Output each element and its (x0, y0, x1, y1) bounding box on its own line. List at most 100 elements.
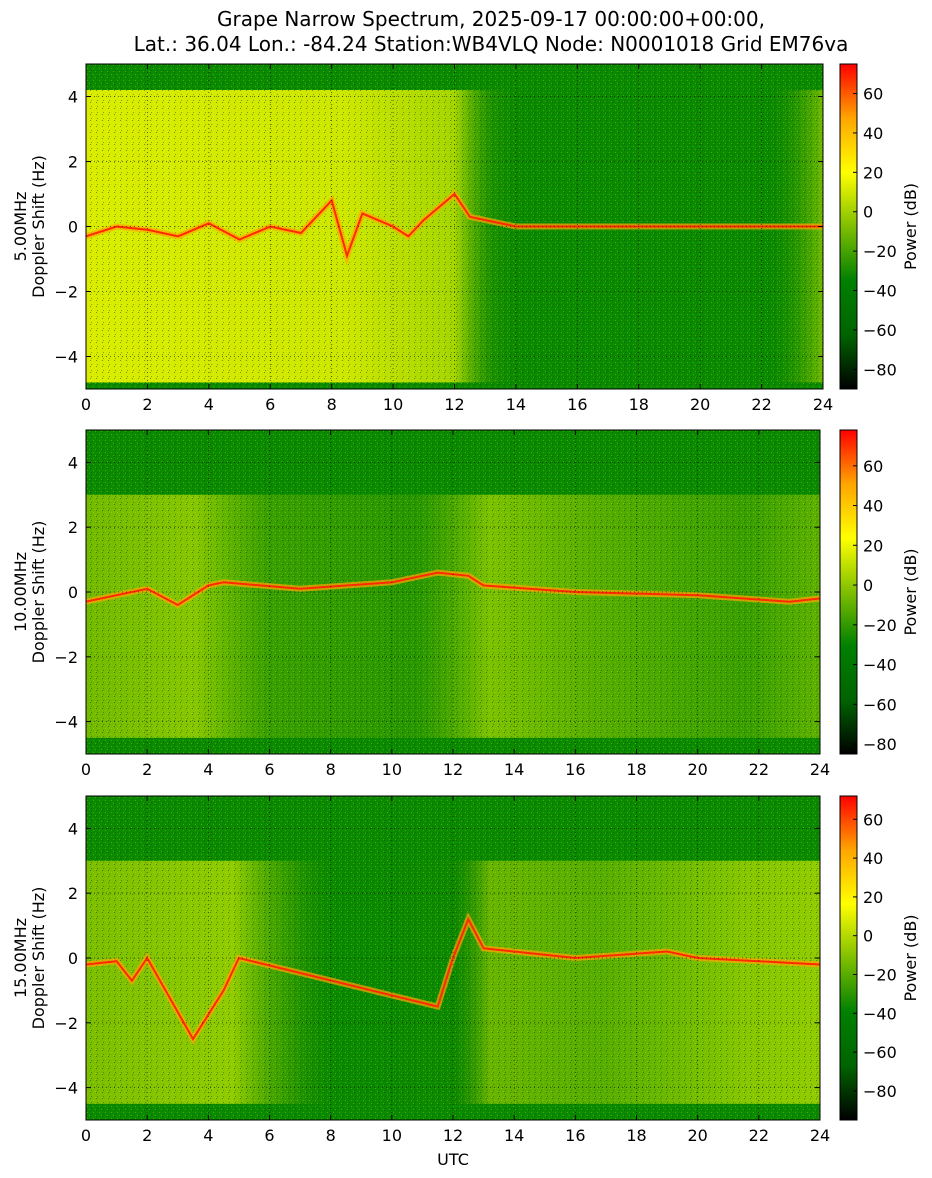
colorbar-gradient (839, 429, 858, 755)
y-tick-label: 0 (68, 218, 78, 237)
x-tick-label: 4 (203, 1126, 213, 1145)
y-axis-label-line: 15.00MHz (11, 918, 30, 998)
x-tick-label: 16 (565, 1126, 585, 1145)
colorbar-tick-label: −80 (863, 360, 897, 379)
x-tick-label: 22 (749, 760, 769, 779)
y-tick-label: 4 (68, 88, 78, 107)
colorbar-tick-label: −40 (863, 656, 897, 675)
x-tick-label: 8 (326, 760, 336, 779)
x-tick-label: 10 (383, 395, 403, 414)
x-tick-label: 24 (810, 760, 830, 779)
colorbar-tick-label: 40 (863, 124, 883, 143)
colorbar-tick-label: 0 (863, 576, 873, 595)
colorbar-label: Power (dB) (901, 914, 920, 1001)
x-tick-label: 18 (629, 395, 649, 414)
y-tick-label: 4 (68, 453, 78, 472)
x-tick-label: 20 (690, 395, 710, 414)
colorbar-tick-label: −60 (863, 321, 897, 340)
y-axis-label-line: Doppler Shift (Hz) (29, 887, 48, 1030)
x-tick-label: 6 (264, 760, 274, 779)
panel-2: 0 2 4 6 8 10 12 14 16 18 20 22 24−4−202410.00MHzDopp… (11, 429, 920, 779)
x-tick-label: 8 (327, 395, 337, 414)
x-tick-label: 2 (142, 395, 152, 414)
x-axis-label: UTC (437, 1150, 469, 1169)
figure-title-line-2: Lat.: 36.04 Lon.: -84.24 Station:WB4VLQ … (134, 32, 849, 56)
y-axis-label-line: 10.00MHz (11, 552, 30, 632)
heatmap-2 (86, 430, 820, 754)
colorbar-tick-label: 40 (863, 849, 883, 868)
panel-1: 0 2 4 6 8 10 12 14 16 18 20 22 24−4−20245.00MHzDoppl… (11, 63, 920, 414)
y-axis-label: 5.00MHzDoppler Shift (Hz) (11, 155, 48, 298)
colorbar-tick-label: 0 (863, 203, 873, 222)
x-tick-label: 10 (382, 760, 402, 779)
y-axis-label: 15.00MHzDoppler Shift (Hz) (11, 887, 48, 1030)
colorbar-label: Power (dB) (901, 183, 920, 270)
colorbar-2: −80 −60 −40 −20 0 20 40 60 Power (dB) (839, 429, 920, 755)
colorbar-tick-label: 20 (863, 536, 883, 555)
colorbar-tick-label: −20 (863, 616, 897, 635)
x-tick-label: 2 (142, 1126, 152, 1145)
colorbar-tick-label: 60 (863, 457, 883, 476)
x-tick-label: 0 (81, 1126, 91, 1145)
figure-title-line-1: Grape Narrow Spectrum, 2025-09-17 00:00:… (217, 7, 765, 31)
y-tick-label: −2 (54, 283, 78, 302)
colorbar-tick-label: −20 (863, 965, 897, 984)
y-axis-label: 10.00MHzDoppler Shift (Hz) (11, 521, 48, 664)
colorbar-tick-label: −60 (863, 695, 897, 714)
x-tick-label: 18 (626, 1126, 646, 1145)
colorbar-tick-label: −80 (863, 1082, 897, 1101)
y-tick-label: 2 (68, 884, 78, 903)
spectrogram-panels: 0 2 4 6 8 10 12 14 16 18 20 22 24−4−20245.00MHzDoppl… (11, 63, 920, 1169)
colorbar-label: Power (dB) (901, 548, 920, 635)
y-axis-label-line: 5.00MHz (11, 192, 30, 262)
y-tick-label: −4 (54, 348, 78, 367)
colorbar-tick-label: 20 (863, 888, 883, 907)
x-tick-label: 24 (810, 1126, 830, 1145)
x-tick-label: 4 (203, 760, 213, 779)
colorbar-tick-label: −40 (863, 282, 897, 301)
y-tick-label: −2 (54, 648, 78, 667)
x-tick-label: 2 (142, 760, 152, 779)
colorbar-tick-label: −20 (863, 242, 897, 261)
y-tick-label: 2 (68, 518, 78, 537)
y-axis-label-line: Doppler Shift (Hz) (29, 155, 48, 298)
x-tick-label: 14 (506, 395, 526, 414)
x-tick-label: 0 (81, 760, 91, 779)
x-tick-label: 18 (626, 760, 646, 779)
colorbar-tick-label: −80 (863, 735, 897, 754)
x-tick-label: 12 (443, 1126, 463, 1145)
x-tick-label: 14 (504, 760, 524, 779)
x-tick-label: 4 (204, 395, 214, 414)
colorbar-tick-label: −60 (863, 1043, 897, 1062)
y-tick-label: −4 (54, 1079, 78, 1098)
x-tick-label: 6 (265, 395, 275, 414)
y-tick-label: −2 (54, 1014, 78, 1033)
x-tick-label: 16 (567, 395, 587, 414)
colorbar-tick-label: 20 (863, 163, 883, 182)
x-tick-label: 16 (565, 760, 585, 779)
colorbar-tick-label: 0 (863, 927, 873, 946)
colorbar-1: −80 −60 −40 −20 0 20 40 60 Power (dB) (839, 63, 920, 390)
x-tick-label: 6 (264, 1126, 274, 1145)
y-tick-label: 4 (68, 819, 78, 838)
x-tick-label: 20 (687, 1126, 707, 1145)
x-tick-label: 14 (504, 1126, 524, 1145)
heatmap-3 (86, 796, 820, 1120)
colorbar-3: −80 −60 −40 −20 0 20 40 60 Power (dB) (839, 795, 920, 1121)
y-tick-label: 0 (68, 949, 78, 968)
x-tick-label: 12 (444, 395, 464, 414)
x-tick-label: 22 (749, 1126, 769, 1145)
y-tick-label: 2 (68, 153, 78, 172)
y-axis-label-line: Doppler Shift (Hz) (29, 521, 48, 664)
x-tick-label: 0 (81, 395, 91, 414)
carrier-trace-1 (86, 192, 823, 260)
x-tick-label: 22 (751, 395, 771, 414)
colorbar-tick-label: 60 (863, 85, 883, 104)
colorbar-gradient (839, 63, 858, 390)
colorbar-tick-label: −40 (863, 1004, 897, 1023)
y-tick-label: −4 (54, 713, 78, 732)
x-tick-label: 8 (326, 1126, 336, 1145)
x-tick-label: 24 (813, 395, 833, 414)
colorbar-tick-label: 60 (863, 810, 883, 829)
colorbar-tick-label: 40 (863, 497, 883, 516)
